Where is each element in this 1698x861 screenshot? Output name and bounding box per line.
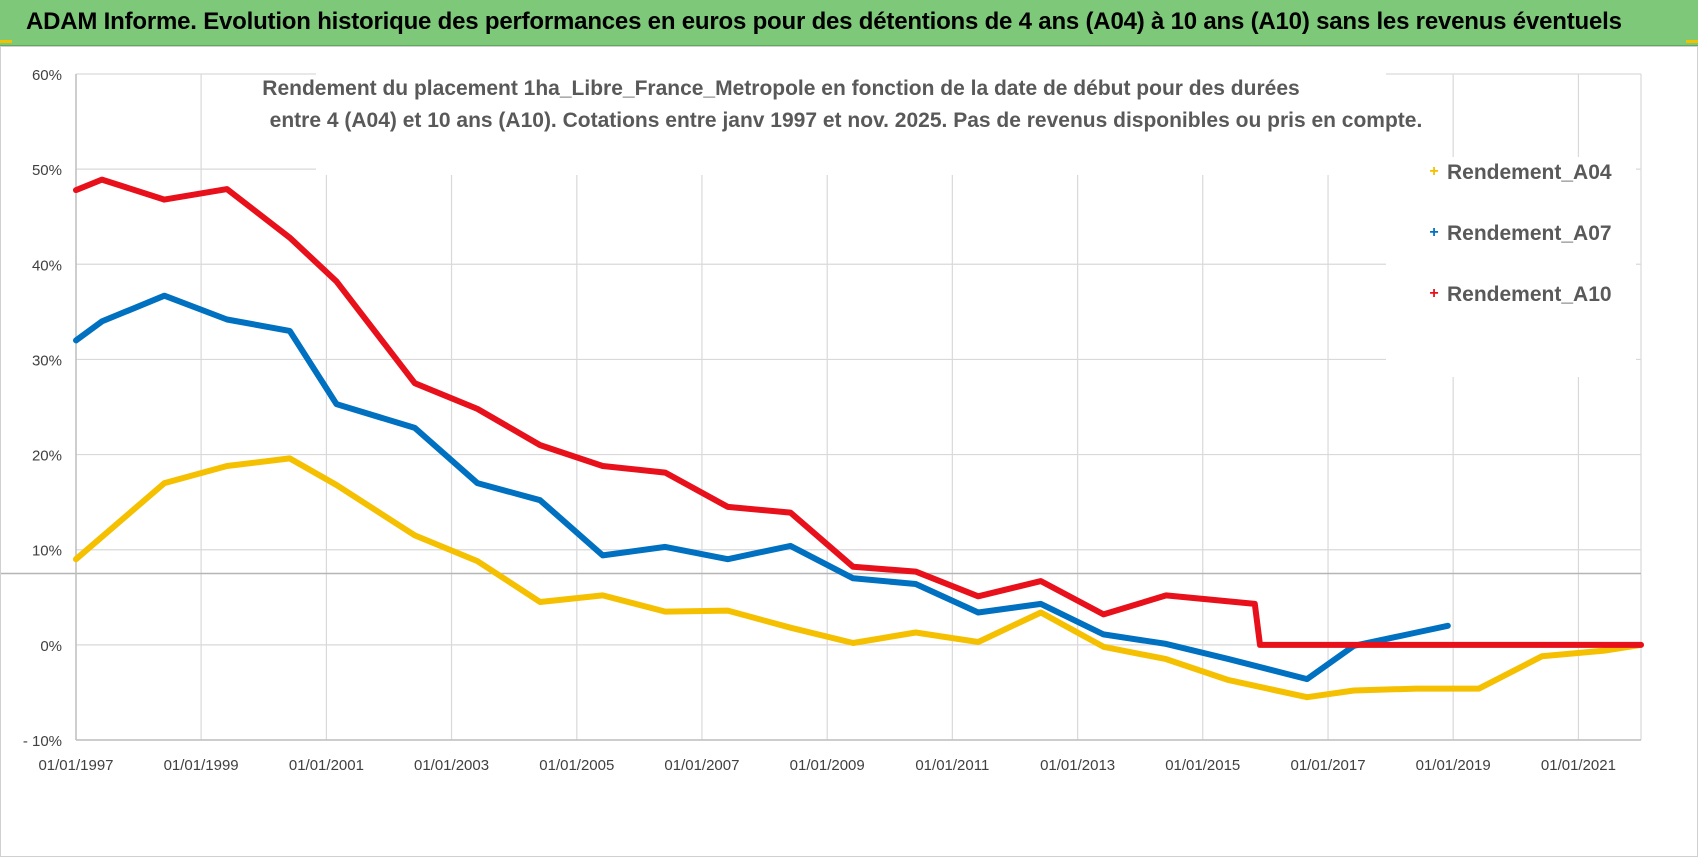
corner-mark-top-left	[0, 40, 12, 43]
legend-background	[1386, 157, 1636, 377]
y-tick-label: 0%	[40, 638, 62, 655]
y-tick-label: 10%	[32, 543, 62, 560]
legend: + Rendement_A04 + Rendement_A07 + Rendement_A…	[1429, 161, 1612, 306]
legend-marker: +	[1429, 224, 1438, 241]
legend-label: Rendement_A07	[1447, 222, 1612, 245]
x-tick-label: 01/01/2011	[915, 757, 989, 774]
x-tick-label: 01/01/2009	[790, 757, 865, 774]
y-tick-label: 30%	[32, 352, 62, 369]
x-tick-label: 01/01/1997	[38, 757, 113, 774]
x-tick-label: 01/01/2013	[1040, 757, 1115, 774]
title-background	[316, 65, 1386, 175]
y-tick-label: 20%	[32, 448, 62, 465]
x-tick-label: 01/01/2003	[414, 757, 489, 774]
header-banner: ADAM Informe. Evolution historique des p…	[0, 0, 1698, 46]
chart-frame: - 10% 0% 10% 20% 30% 40% 50% 60% 01/01/1997 01/0…	[0, 46, 1698, 857]
series-lines	[73, 176, 1644, 701]
line-chart: - 10%0%10%20%30%40%50%60% 01/01/1997 01/0…	[1, 65, 1644, 774]
x-tick-label: 01/01/2021	[1541, 757, 1616, 774]
series-line-rendement-a04	[73, 455, 1644, 701]
y-tick-label: 40%	[32, 257, 62, 274]
x-tick-label: 01/01/2019	[1416, 757, 1491, 774]
legend-marker: +	[1429, 163, 1438, 180]
series-line-rendement-a10	[73, 176, 1644, 648]
legend-label: Rendement_A04	[1447, 161, 1612, 184]
legend-label: Rendement_A10	[1447, 283, 1612, 306]
series-line-rendement-a07	[73, 292, 1451, 683]
x-tick-label: 01/01/2017	[1290, 757, 1365, 774]
x-tick-label: 01/01/1999	[164, 757, 239, 774]
x-tick-label: 01/01/2001	[289, 757, 364, 774]
y-tick-label: 60%	[32, 67, 62, 84]
corner-mark-top-right	[1686, 40, 1698, 43]
x-tick-label: 01/01/2007	[664, 757, 739, 774]
x-tick-label: 01/01/2015	[1165, 757, 1240, 774]
y-tick-label: - 10%	[23, 733, 62, 750]
chart-title-line-1: Rendement du placement 1ha_Libre_France_…	[262, 77, 1299, 100]
y-axis-tick-labels: - 10% 0% 10% 20% 30% 40% 50% 60%	[23, 67, 62, 750]
y-tick-label: 50%	[32, 162, 62, 179]
legend-marker: +	[1429, 285, 1438, 302]
page-title: ADAM Informe. Evolution historique des p…	[26, 8, 1622, 35]
x-tick-label: 01/01/2005	[539, 757, 614, 774]
axis-lines	[75, 74, 1641, 741]
x-axis-tick-labels: 01/01/1997 01/01/1999 01/01/2001 01/01/2003…	[38, 757, 1616, 774]
chart-title-line-2: entre 4 (A04) et 10 ans (A10). Cotations…	[270, 109, 1423, 132]
